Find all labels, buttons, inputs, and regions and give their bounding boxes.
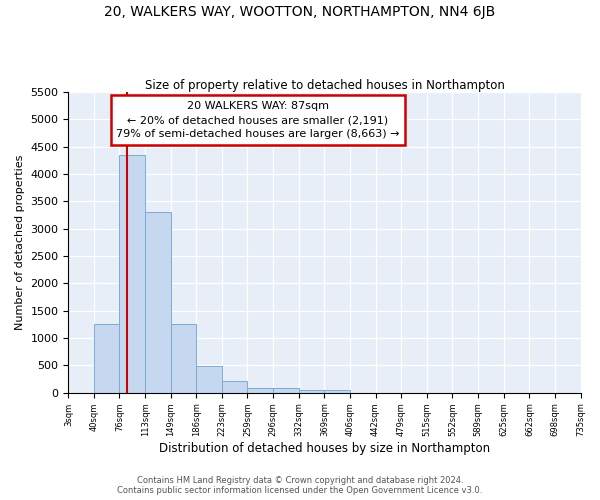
- Bar: [299, 390, 325, 393]
- Text: Contains HM Land Registry data © Crown copyright and database right 2024.
Contai: Contains HM Land Registry data © Crown c…: [118, 476, 482, 495]
- Text: 20, WALKERS WAY, WOOTTON, NORTHAMPTON, NN4 6JB: 20, WALKERS WAY, WOOTTON, NORTHAMPTON, N…: [104, 5, 496, 19]
- Bar: [274, 388, 299, 393]
- Bar: [119, 155, 145, 393]
- X-axis label: Distribution of detached houses by size in Northampton: Distribution of detached houses by size …: [159, 442, 490, 455]
- Bar: [223, 381, 247, 393]
- Bar: [145, 212, 170, 393]
- Y-axis label: Number of detached properties: Number of detached properties: [15, 154, 25, 330]
- Bar: [325, 390, 350, 393]
- Text: 20 WALKERS WAY: 87sqm
← 20% of detached houses are smaller (2,191)
79% of semi-d: 20 WALKERS WAY: 87sqm ← 20% of detached …: [116, 101, 400, 139]
- Bar: [196, 366, 223, 393]
- Bar: [94, 324, 119, 393]
- Bar: [247, 388, 274, 393]
- Bar: [170, 324, 196, 393]
- Title: Size of property relative to detached houses in Northampton: Size of property relative to detached ho…: [145, 79, 505, 92]
